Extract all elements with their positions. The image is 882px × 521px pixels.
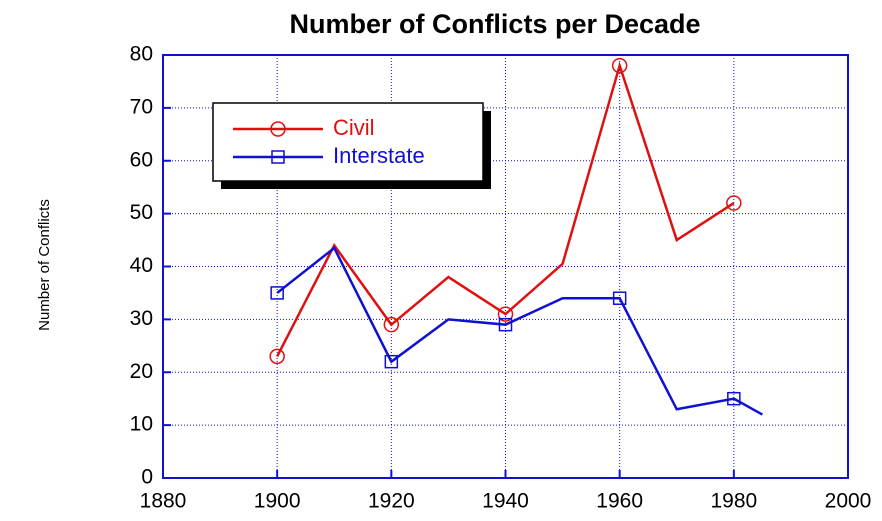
marker [384,354,399,369]
x-tick-label: 1920 [368,490,415,513]
y-tick-label: 20 [130,360,153,383]
chart-title: Number of Conflicts per Decade [289,9,700,39]
y-tick-label: 10 [130,413,153,436]
y-tick-label: 30 [130,307,153,330]
marker [497,306,514,322]
y-tick-label: 40 [130,254,153,277]
line [276,246,763,416]
marker [269,348,285,365]
y-tick-label: 0 [141,466,153,489]
line [276,61,735,357]
legend-marker [270,121,286,137]
x-tick-label: 1900 [254,490,301,513]
marker [498,317,513,332]
marker [726,195,742,211]
marker [611,57,628,74]
y-tick-label: 80 [130,43,153,66]
x-tick-label: 1980 [710,490,757,513]
legend [212,102,484,182]
y-axis-label: Number of Conflicts [36,199,53,331]
y-tick-label: 50 [130,201,153,224]
legend-label: Civil [333,115,375,140]
x-tick-label: 1880 [140,490,187,513]
legend-marker [271,150,285,164]
marker [612,291,627,305]
y-tick-label: 70 [130,95,153,118]
x-tick-label: 1940 [482,490,529,513]
marker [383,316,400,333]
marker [270,286,284,300]
x-tick-label: 2000 [825,490,872,513]
x-tick-label: 1960 [596,490,643,513]
marker [727,391,741,406]
legend-label: Interstate [333,143,425,168]
y-tick-label: 60 [130,148,153,171]
